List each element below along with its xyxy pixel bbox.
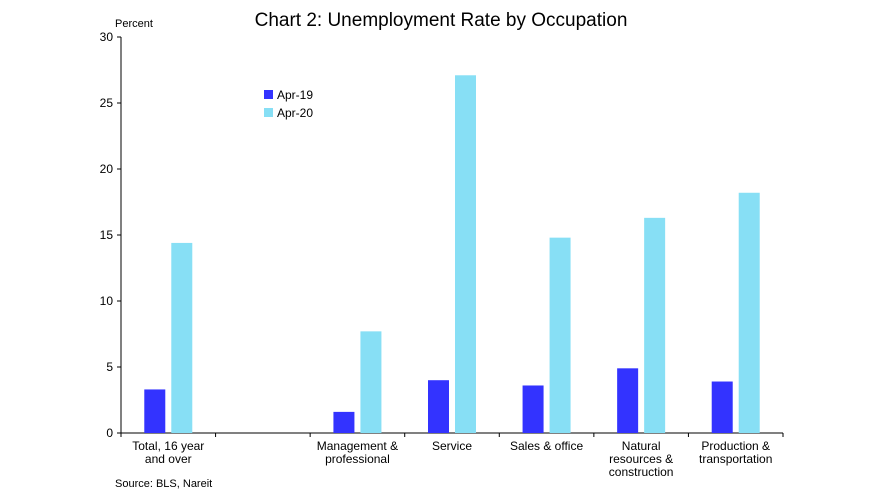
- y-tick-label: 5: [106, 360, 113, 374]
- y-tick-label: 30: [100, 30, 114, 44]
- bar-apr-19: [428, 380, 449, 433]
- y-axis-label: Percent: [115, 18, 153, 30]
- y-tick-label: 10: [100, 294, 114, 308]
- bar-apr-19: [617, 368, 639, 433]
- legend-label: Apr-20: [277, 106, 313, 120]
- y-tick-label: 25: [100, 96, 114, 110]
- legend-label: Apr-19: [277, 88, 313, 102]
- x-tick-label: professional: [325, 452, 390, 466]
- y-tick-label: 0: [106, 426, 113, 440]
- bar-apr-20: [738, 192, 760, 433]
- bar-apr-19: [711, 381, 733, 433]
- bar-apr-20: [549, 237, 571, 433]
- axes: 0 5 10 15 20 25 30: [100, 30, 784, 440]
- x-tick-label: Service: [432, 439, 472, 453]
- x-tick-label: and over: [145, 452, 192, 466]
- legend-swatch: [264, 90, 273, 99]
- x-tick-label: Sales & office: [510, 439, 583, 453]
- x-tick-label: Natural: [622, 439, 661, 453]
- x-tick-label: construction: [609, 465, 674, 479]
- bar-apr-19: [144, 389, 166, 433]
- bars: [144, 75, 760, 433]
- bar-apr-20: [360, 331, 382, 433]
- y-tick-label: 20: [100, 162, 114, 176]
- y-tick-label: 15: [100, 228, 114, 242]
- bar-apr-20: [644, 217, 666, 433]
- chart-title: Chart 2: Unemployment Rate by Occupation: [255, 10, 628, 31]
- x-tick-label: Management &: [317, 439, 398, 453]
- bar-apr-19: [333, 411, 355, 433]
- source-note: Source: BLS, Nareit: [115, 478, 212, 490]
- x-tick-label: transportation: [699, 452, 772, 466]
- legend-swatch: [264, 108, 273, 117]
- x-tick-label: resources &: [609, 452, 673, 466]
- bar-apr-19: [522, 385, 544, 433]
- bar-apr-20: [171, 242, 193, 433]
- bar-apr-20: [455, 75, 476, 433]
- x-tick-label: Production &: [701, 439, 770, 453]
- x-tick-label: Total, 16 year: [132, 439, 204, 453]
- legend: Apr-19 Apr-20: [264, 88, 313, 120]
